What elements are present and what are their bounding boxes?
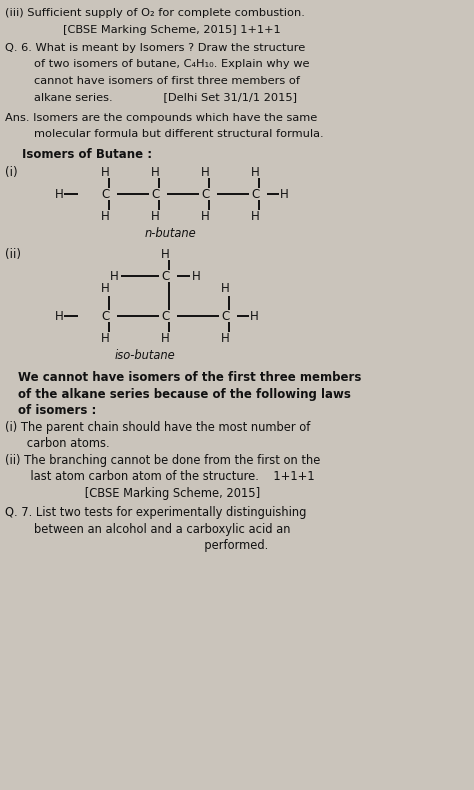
Text: H: H [192, 270, 201, 283]
Text: molecular formula but different structural formula.: molecular formula but different structur… [5, 129, 324, 139]
Text: H: H [221, 332, 230, 345]
Text: (iii) Sufficient supply of O₂ for complete combustion.: (iii) Sufficient supply of O₂ for comple… [5, 8, 305, 18]
Text: H: H [251, 210, 260, 223]
Text: H: H [101, 166, 110, 179]
Text: (ii): (ii) [5, 248, 21, 261]
Text: [CBSE Marking Scheme, 2015]: [CBSE Marking Scheme, 2015] [5, 487, 260, 499]
Text: C: C [151, 188, 159, 201]
Text: H: H [101, 210, 110, 223]
Text: We cannot have isomers of the first three members: We cannot have isomers of the first thre… [18, 371, 361, 384]
Text: C: C [251, 188, 259, 201]
Text: C: C [161, 270, 169, 283]
Text: [CBSE Marking Scheme, 2015] 1+1+1: [CBSE Marking Scheme, 2015] 1+1+1 [5, 24, 281, 35]
Text: performed.: performed. [5, 539, 268, 552]
Text: H: H [251, 166, 260, 179]
Text: last atom carbon atom of the structure.    1+1+1: last atom carbon atom of the structure. … [5, 470, 315, 483]
Text: H: H [101, 282, 110, 295]
Text: H: H [55, 310, 64, 323]
Text: Ans. Isomers are the compounds which have the same: Ans. Isomers are the compounds which hav… [5, 113, 317, 122]
Text: C: C [101, 310, 109, 323]
Text: H: H [221, 282, 230, 295]
Text: of two isomers of butane, C₄H₁₀. Explain why we: of two isomers of butane, C₄H₁₀. Explain… [5, 59, 310, 70]
Text: of the alkane series because of the following laws: of the alkane series because of the foll… [18, 388, 351, 401]
Text: of isomers :: of isomers : [18, 404, 96, 417]
Text: cannot have isomers of first three members of: cannot have isomers of first three membe… [5, 76, 300, 85]
Text: H: H [55, 188, 64, 201]
Text: Isomers of Butane :: Isomers of Butane : [22, 148, 152, 160]
Text: H: H [201, 166, 210, 179]
Text: (i) The parent chain should have the most number of: (i) The parent chain should have the mos… [5, 420, 310, 434]
Text: H: H [201, 210, 210, 223]
Text: Q. 6. What is meant by Isomers ? Draw the structure: Q. 6. What is meant by Isomers ? Draw th… [5, 43, 305, 53]
Text: iso-butane: iso-butane [115, 348, 176, 362]
Text: alkane series.              [Delhi Set 31/1/1 2015]: alkane series. [Delhi Set 31/1/1 2015] [5, 92, 297, 102]
Text: H: H [161, 248, 170, 261]
Text: H: H [101, 332, 110, 345]
Text: carbon atoms.: carbon atoms. [5, 437, 109, 450]
Text: C: C [201, 188, 209, 201]
Text: (ii) The branching cannot be done from the first on the: (ii) The branching cannot be done from t… [5, 453, 320, 467]
Text: (i): (i) [5, 166, 18, 179]
Text: C: C [161, 310, 169, 323]
Text: C: C [221, 310, 229, 323]
Text: H: H [151, 166, 160, 179]
Text: Q. 7. List two tests for experimentally distinguishing: Q. 7. List two tests for experimentally … [5, 506, 306, 519]
Text: H: H [161, 332, 170, 345]
Text: between an alcohol and a carboxylic acid an: between an alcohol and a carboxylic acid… [5, 523, 291, 536]
Text: C: C [101, 188, 109, 201]
Text: H: H [250, 310, 259, 323]
Text: H: H [110, 270, 119, 283]
Text: H: H [151, 210, 160, 223]
Text: H: H [280, 188, 289, 201]
Text: n-butane: n-butane [145, 227, 197, 239]
